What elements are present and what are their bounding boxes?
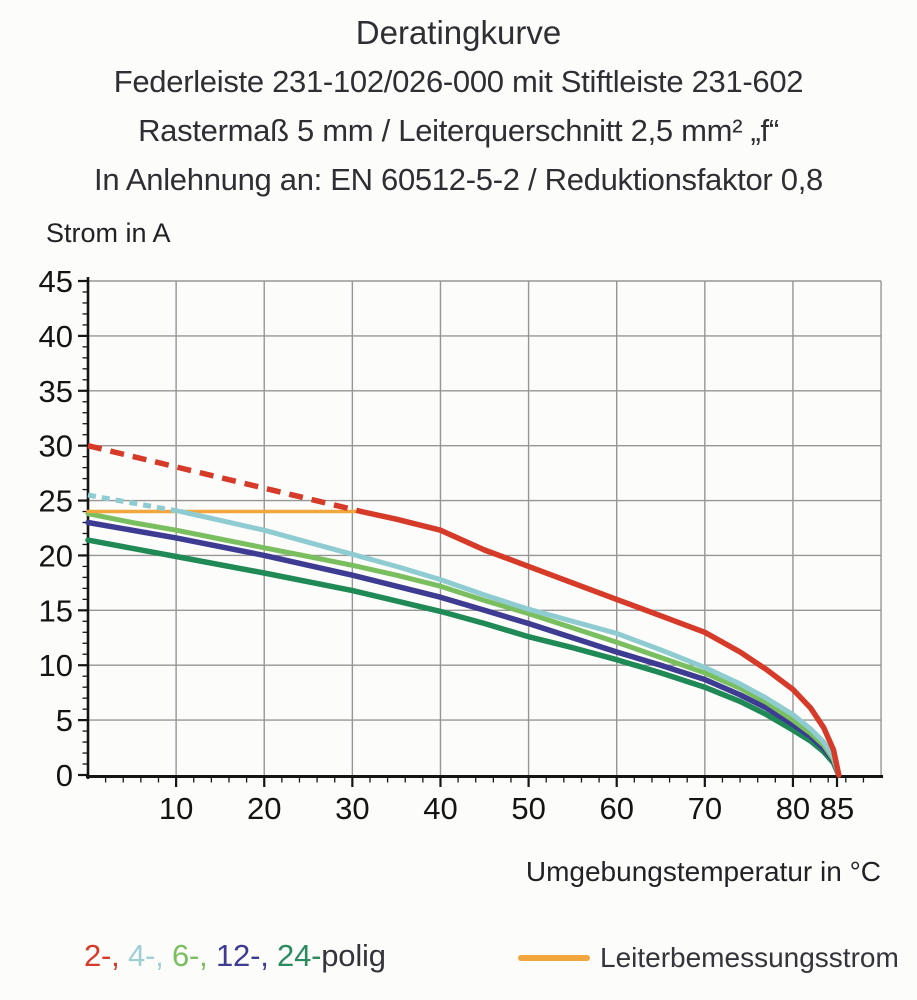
curve-4-polig bbox=[178, 509, 842, 778]
rated-current-legend: Leiterbemessungsstrom bbox=[518, 942, 899, 974]
x-tick-label: 50 bbox=[511, 791, 545, 826]
y-tick-label: 30 bbox=[39, 429, 73, 464]
legend-pole-label: 12-, bbox=[216, 938, 269, 973]
y-tick-label: 15 bbox=[39, 593, 73, 628]
y-tick-label: 25 bbox=[39, 484, 73, 519]
y-tick-label: 20 bbox=[39, 538, 73, 573]
y-axis-title: Strom in A bbox=[46, 218, 171, 248]
x-tick-label: 40 bbox=[423, 791, 457, 826]
x-tick-label: 30 bbox=[335, 791, 369, 826]
y-tick-label: 5 bbox=[56, 703, 73, 738]
x-tick-label: 20 bbox=[247, 791, 281, 826]
curve-24-polig bbox=[85, 537, 842, 778]
curve-4-polig-dashed bbox=[87, 492, 181, 514]
legend-pole-label: 6-, bbox=[172, 938, 208, 973]
chart-subtitle-standard: In Anlehnung an: EN 60512-5-2 / Reduktio… bbox=[94, 162, 823, 197]
curve-6-polig bbox=[85, 511, 842, 778]
curve-2-polig-dashed bbox=[87, 443, 362, 515]
chart-subtitle-pitch: Rastermaß 5 mm / Leiterquerschnitt 2,5 m… bbox=[138, 113, 779, 148]
legend-pole-label: 2-, bbox=[84, 938, 120, 973]
x-tick-label: 60 bbox=[599, 791, 633, 826]
y-tick-label: 35 bbox=[39, 374, 73, 409]
legend-pole-label: 4-, bbox=[128, 938, 164, 973]
legend-poles-suffix: polig bbox=[321, 938, 386, 973]
legend-pole-label: 24- bbox=[277, 938, 322, 973]
rated-current-line-swatch bbox=[518, 955, 590, 961]
chart-title: Deratingkurve bbox=[355, 14, 562, 51]
chart-title-block: Deratingkurve Federleiste 231-102/026-00… bbox=[0, 8, 917, 204]
poles-legend: 2-, 4-, 6-, 12-, 24-polig bbox=[84, 938, 386, 974]
rated-current-label: Leiterbemessungsstrom bbox=[600, 942, 899, 973]
curve-2-polig bbox=[358, 508, 842, 778]
x-tick-label: 70 bbox=[688, 791, 722, 826]
y-tick-label: 0 bbox=[56, 758, 73, 793]
x-tick-label: 85 bbox=[820, 791, 854, 826]
y-tick-label: 45 bbox=[39, 264, 73, 299]
y-tick-label: 40 bbox=[39, 319, 73, 354]
chart-subtitle-product: Federleiste 231-102/026-000 mit Stiftlei… bbox=[113, 64, 804, 99]
y-tick-label: 10 bbox=[39, 648, 73, 683]
x-tick-label: 80 bbox=[776, 791, 810, 826]
x-tick-label: 10 bbox=[159, 791, 193, 826]
x-axis-title: Umgebungstemperatur in °C bbox=[525, 856, 881, 887]
